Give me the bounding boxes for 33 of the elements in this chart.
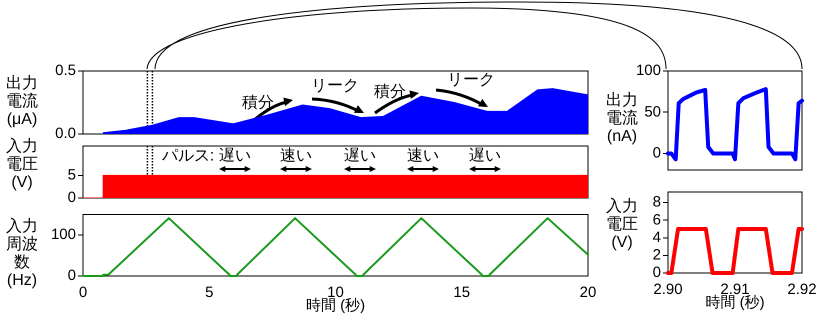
- annotation: 速い: [407, 146, 439, 164]
- y-tick-label: 100: [50, 226, 76, 244]
- y-tick-label: 50: [644, 103, 661, 120]
- y-tick-label: 4: [652, 228, 661, 246]
- y-tick-label: 100: [636, 62, 661, 80]
- annotation: リーク: [447, 71, 495, 88]
- y-tick-label: 6: [652, 211, 661, 228]
- y-tick-label: 5: [68, 166, 76, 184]
- y-tick-label: 0: [68, 189, 76, 206]
- y-tick-label: 0.0: [55, 125, 76, 142]
- y-tick-label: 8: [652, 194, 661, 211]
- annotation: 速い: [280, 146, 312, 164]
- y-tick-label: 0.5: [55, 62, 76, 80]
- y-tick-label: 0: [68, 267, 76, 284]
- y-tick-label: 2: [652, 246, 661, 264]
- annotation: 遅い: [344, 147, 376, 164]
- annotation: パルス:: [160, 147, 214, 164]
- y-tick-label: 0: [652, 144, 661, 162]
- x-tick-label: 20: [580, 284, 596, 302]
- annotation: 遅い: [219, 147, 251, 164]
- x-tick-label: 2.92: [787, 281, 817, 298]
- y-tick-label: 0: [652, 264, 661, 282]
- annotation: 遅い: [469, 147, 501, 164]
- y-axis-title: 出力電流(nA): [605, 92, 639, 146]
- x-tick-label: 2.90: [653, 281, 683, 298]
- y-axis-title: 入力周波数(Hz): [5, 218, 39, 290]
- x-tick-label: 15: [453, 284, 470, 302]
- x-tick-label: 0: [78, 284, 88, 302]
- x-tick-label: 5: [205, 284, 214, 302]
- annotation: リーク: [311, 77, 359, 94]
- y-axis-title: 入力電圧(V): [605, 198, 639, 252]
- y-axis-title: 出力電流(μA): [5, 75, 39, 129]
- y-axis-title: 入力電圧(V): [5, 138, 39, 192]
